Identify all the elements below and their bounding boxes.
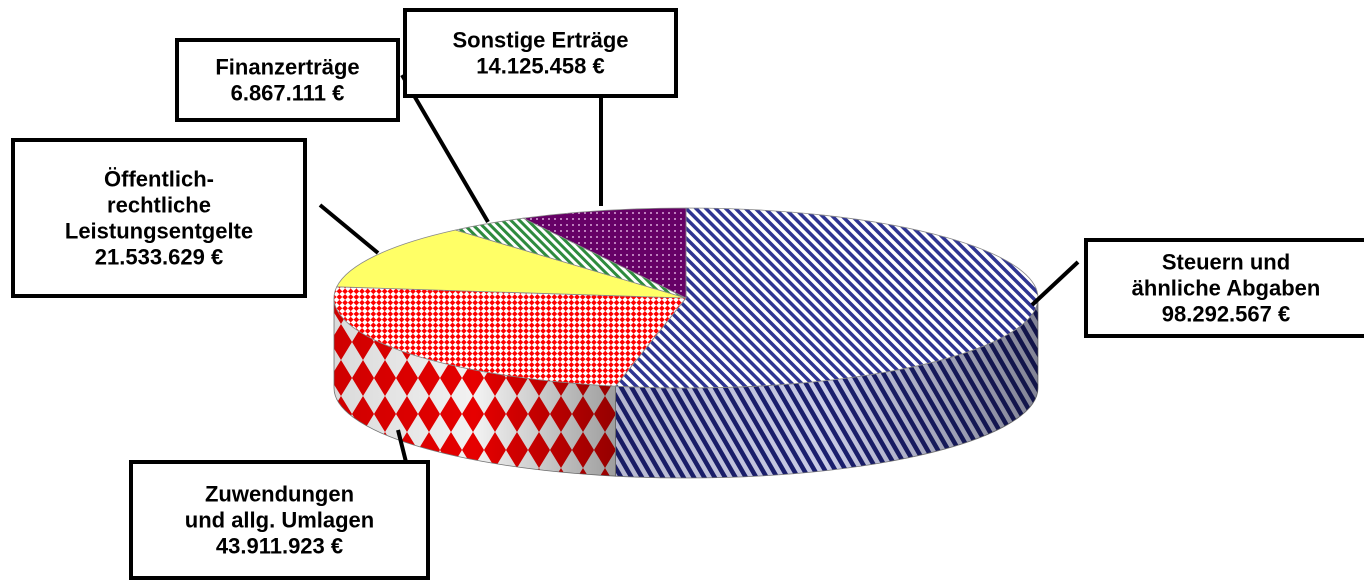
leader-line-leistungsentgelte — [318, 203, 380, 255]
category-label-sonstige: Sonstige Erträge — [452, 27, 628, 52]
category-label-leistungsentgelte: rechtliche — [107, 192, 211, 217]
pie-group — [333, 207, 1039, 479]
category-label-leistungsentgelte: Leistungsentgelte — [65, 218, 253, 243]
pie-slice-leistungsentgelte — [336, 229, 687, 299]
category-label-finanzertraege: Finanzerträge — [215, 54, 359, 79]
leader-line-zuwendungen — [396, 429, 408, 463]
value-label-zuwendungen: 43.911.923 € — [216, 533, 343, 558]
value-label-leistungsentgelte: 21.533.629 € — [95, 244, 223, 269]
label-box-steuern — [1084, 238, 1364, 338]
pie-slice-steuern — [614, 207, 1039, 389]
leader-line-finanzertraege — [400, 73, 490, 224]
value-label-finanzertraege: 6.867.111 € — [231, 80, 345, 105]
category-label-leistungsentgelte: Öffentlich- — [104, 166, 214, 191]
leader-line-steuern — [1030, 260, 1080, 307]
pie-slice-sonstige — [521, 207, 687, 299]
category-label-zuwendungen: Zuwendungen — [205, 481, 354, 506]
label-box-leistungsentgelte — [11, 138, 307, 298]
category-label-zuwendungen: und allg. Umlagen — [185, 507, 374, 532]
category-label-steuern: Steuern und — [1162, 249, 1290, 274]
label-box-finanzertraege — [175, 38, 400, 122]
category-label-steuern: ähnliche Abgaben — [1132, 275, 1321, 300]
label-box-sonstige — [403, 8, 678, 98]
pie-slice-zuwendungen — [333, 286, 687, 387]
leader-lines — [318, 73, 1080, 463]
pie-side-shade-zuwendungen — [334, 298, 616, 477]
value-label-sonstige: 14.125.458 € — [476, 53, 604, 78]
pie-side-shade-steuern — [615, 298, 1038, 478]
label-box-zuwendungen — [129, 460, 430, 580]
value-label-steuern: 98.292.567 € — [1162, 301, 1290, 326]
